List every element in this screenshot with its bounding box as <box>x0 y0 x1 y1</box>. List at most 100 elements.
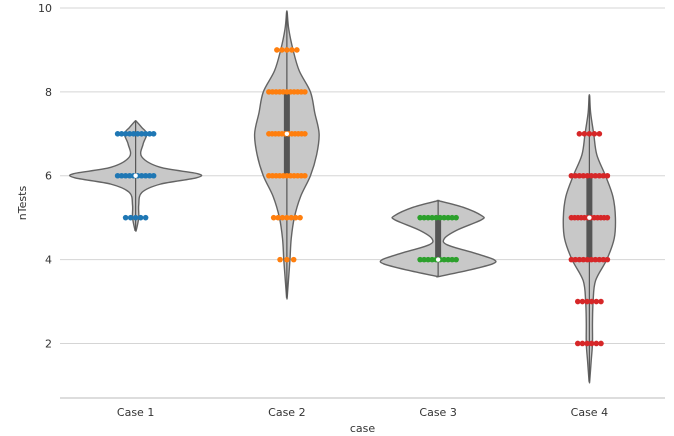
data-point <box>600 256 607 263</box>
data-point <box>132 214 139 221</box>
data-point <box>579 340 586 347</box>
data-point <box>574 340 581 347</box>
data-point <box>279 214 286 221</box>
data-point <box>270 214 277 221</box>
violins <box>68 10 617 384</box>
median-marker <box>587 215 592 220</box>
x-tick-label: Case 3 <box>419 406 456 419</box>
data-point <box>584 256 591 263</box>
data-point <box>579 298 586 305</box>
strip-points <box>114 47 611 347</box>
data-point <box>576 172 583 179</box>
y-tick-label: 4 <box>45 254 52 267</box>
data-point <box>277 256 283 263</box>
x-tick-label: Case 1 <box>117 406 154 419</box>
data-point <box>596 172 603 179</box>
data-point <box>417 214 423 221</box>
data-point <box>292 214 299 221</box>
y-axis-label: nTests <box>16 186 29 221</box>
data-point <box>417 256 423 263</box>
x-axis-label: case <box>350 422 376 435</box>
data-point <box>118 172 125 179</box>
data-point <box>122 131 129 137</box>
data-point <box>114 172 121 179</box>
data-point <box>425 256 431 263</box>
data-point <box>586 131 593 137</box>
data-point <box>127 214 134 221</box>
data-point <box>584 340 590 347</box>
data-point <box>275 214 281 221</box>
data-point <box>150 131 157 137</box>
y-tick-label: 2 <box>45 337 52 350</box>
data-point <box>572 172 579 179</box>
data-point <box>604 172 611 179</box>
data-point <box>568 256 575 263</box>
data-point <box>453 214 459 221</box>
data-point <box>588 256 595 263</box>
data-point <box>142 214 149 221</box>
data-point <box>302 131 308 137</box>
data-point <box>580 172 587 179</box>
data-point <box>126 172 133 179</box>
data-point <box>429 214 435 221</box>
data-point <box>297 214 303 221</box>
data-point <box>425 214 431 221</box>
data-point <box>441 256 447 263</box>
data-point <box>588 340 595 347</box>
data-point <box>284 214 290 221</box>
data-point <box>118 131 125 137</box>
data-point <box>591 131 598 137</box>
data-point <box>142 172 149 179</box>
data-point <box>574 298 581 305</box>
data-point <box>146 131 153 137</box>
median-marker <box>284 131 290 137</box>
data-point <box>604 214 611 221</box>
data-point <box>593 298 600 305</box>
y-ticks: 2 4 6 8 10 <box>38 2 52 350</box>
data-point <box>576 131 583 137</box>
data-point <box>593 340 600 347</box>
data-point <box>598 340 604 347</box>
y-tick-label: 6 <box>45 170 52 183</box>
data-point <box>453 256 459 263</box>
data-point <box>449 256 455 263</box>
data-point <box>138 131 145 137</box>
x-tick-label: Case 2 <box>268 406 305 419</box>
data-point <box>421 256 427 263</box>
data-point <box>592 172 599 179</box>
data-point <box>126 131 133 137</box>
data-point <box>445 214 451 221</box>
data-point <box>142 131 149 137</box>
data-point <box>302 172 308 179</box>
data-point <box>137 214 144 221</box>
data-point <box>279 47 285 53</box>
data-point <box>604 256 611 263</box>
data-point <box>134 131 141 137</box>
data-point <box>441 214 447 221</box>
data-point <box>584 172 591 179</box>
data-point <box>289 47 295 53</box>
x-ticks: Case 1 Case 2 Case 3 Case 4 <box>117 406 608 419</box>
data-point <box>429 256 435 263</box>
data-point <box>596 256 603 263</box>
data-point <box>284 47 290 53</box>
data-point <box>592 256 599 263</box>
data-point <box>572 256 579 263</box>
data-point <box>288 214 295 221</box>
data-point <box>421 214 427 221</box>
data-point <box>600 172 607 179</box>
data-point <box>294 47 300 53</box>
data-point <box>433 214 439 221</box>
data-point <box>122 172 129 179</box>
data-point <box>449 214 455 221</box>
data-point <box>274 47 280 53</box>
violin-iqr-box <box>435 216 442 261</box>
x-tick-label: Case 4 <box>571 406 608 419</box>
data-point <box>437 214 443 221</box>
data-point <box>284 256 290 263</box>
data-point <box>130 131 137 137</box>
data-point <box>580 256 587 263</box>
data-point <box>584 298 590 305</box>
data-point <box>290 256 297 263</box>
data-point <box>576 256 583 263</box>
